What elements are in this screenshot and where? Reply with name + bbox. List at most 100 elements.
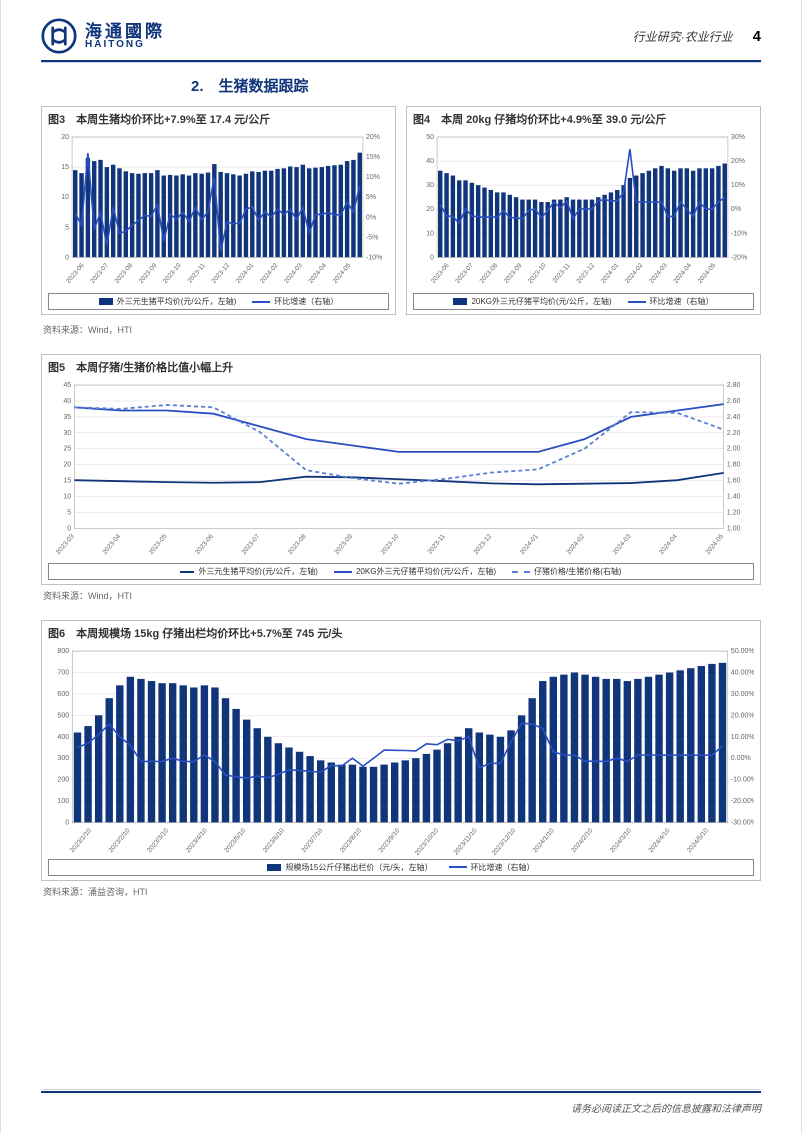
svg-text:20: 20: [63, 462, 71, 469]
brand-name-en: HAITONG: [85, 40, 165, 50]
svg-text:2023-12: 2023-12: [472, 533, 493, 556]
fig6-legend-bar: 规模场15公斤仔猪出栏价（元/头，左轴）: [267, 862, 432, 873]
figure-4: 图4 本周 20kg 仔猪均价环比+4.9%至 39.0 元/公斤 010203…: [406, 106, 761, 315]
svg-text:2.40: 2.40: [727, 414, 741, 421]
svg-text:2023-04: 2023-04: [101, 533, 122, 556]
fig6-chart: 0100200300400500600700800-30.00%-20.00%-…: [48, 645, 754, 857]
svg-text:2023-08: 2023-08: [287, 533, 308, 556]
svg-text:2024-05: 2024-05: [704, 533, 725, 556]
svg-text:10: 10: [63, 494, 71, 501]
svg-text:2024-02: 2024-02: [624, 262, 645, 285]
svg-text:300: 300: [57, 755, 69, 762]
fig3-legend: 外三元生猪平均价(元/公斤，左轴) 环比增速（右轴）: [48, 293, 389, 310]
section-title: 2. 生猪数据跟踪: [191, 75, 761, 96]
svg-text:2024-01: 2024-01: [600, 262, 621, 285]
svg-text:0: 0: [67, 526, 71, 533]
svg-text:0.00%: 0.00%: [731, 755, 752, 762]
svg-text:0%: 0%: [731, 206, 741, 213]
brand-logo: 海通國際 HAITONG: [41, 18, 165, 54]
svg-text:600: 600: [57, 691, 69, 698]
svg-text:2023-07: 2023-07: [89, 262, 110, 285]
svg-text:2.60: 2.60: [727, 398, 741, 405]
fig4-legend-bar: 20KG外三元仔猪平均价(元/公斤，左轴): [453, 296, 611, 307]
svg-text:2023/11/10: 2023/11/10: [453, 827, 479, 857]
svg-text:2023/6/10: 2023/6/10: [262, 827, 286, 854]
svg-text:50: 50: [426, 134, 434, 141]
svg-text:-30.00%: -30.00%: [731, 820, 754, 827]
fig5-legend: 外三元生猪平均价(元/公斤，左轴) 20KG外三元仔猪平均价(元/公斤，左轴) …: [48, 563, 754, 580]
fig6-source: 资料来源：涌益咨询，HTI: [43, 885, 761, 898]
svg-text:2023/12/10: 2023/12/10: [491, 827, 518, 857]
svg-text:5: 5: [67, 510, 71, 517]
figure-6: 图6 本周规模场 15kg 仔猪出栏均价环比+5.7%至 745 元/头 0 10…: [41, 620, 761, 881]
svg-text:0%: 0%: [366, 214, 376, 221]
svg-text:5%: 5%: [366, 194, 376, 201]
top-chart-row: 图3 本周生猪均价环比+7.9%至 17.4 元/公斤 05101520-10%…: [41, 106, 761, 319]
fig4-legend-line: 环比增速（右轴）: [628, 296, 714, 307]
svg-text:2023-08: 2023-08: [113, 262, 134, 285]
svg-text:40: 40: [63, 398, 71, 405]
svg-text:2023-10: 2023-10: [162, 262, 183, 285]
footer-rule: [41, 1089, 761, 1093]
svg-text:400: 400: [57, 734, 69, 741]
svg-text:2024/5/10: 2024/5/10: [686, 827, 710, 854]
svg-text:2023-09: 2023-09: [333, 533, 354, 556]
fig3-4-source: 资料来源：Wind，HTI: [43, 323, 761, 336]
svg-text:-10%: -10%: [731, 230, 747, 237]
fig5-legend-s3: 仔猪价格/生猪价格(右轴): [512, 566, 622, 577]
svg-text:40: 40: [426, 158, 434, 165]
svg-text:2.20: 2.20: [727, 430, 741, 437]
svg-text:2023-06: 2023-06: [430, 262, 451, 285]
svg-text:2023-05: 2023-05: [148, 533, 169, 556]
fig5-legend-s1: 外三元生猪平均价(元/公斤，左轴): [180, 566, 318, 577]
svg-text:2023/2/10: 2023/2/10: [107, 827, 131, 854]
svg-text:2024-01: 2024-01: [519, 533, 540, 556]
svg-text:45: 45: [63, 383, 71, 390]
svg-text:2024-05: 2024-05: [332, 262, 353, 285]
svg-text:100: 100: [57, 798, 69, 805]
brand-name-cn: 海通國際: [85, 23, 165, 40]
svg-text:2.80: 2.80: [727, 383, 741, 390]
fig3-legend-line: 环比增速（右轴）: [252, 296, 338, 307]
svg-text:10%: 10%: [366, 174, 380, 181]
svg-text:2023-11: 2023-11: [552, 262, 573, 285]
svg-text:2023/9/10: 2023/9/10: [377, 827, 401, 854]
fig4-chart: 01020304050-20%-10%0%10%20%30%2023-06202…: [413, 131, 754, 291]
svg-text:20.00%: 20.00%: [731, 712, 754, 719]
svg-text:0: 0: [65, 820, 69, 827]
svg-text:-10.00%: -10.00%: [731, 777, 754, 784]
svg-text:2024-05: 2024-05: [697, 262, 718, 285]
svg-text:2023/7/10: 2023/7/10: [300, 827, 324, 854]
svg-text:30: 30: [426, 182, 434, 189]
svg-text:2023/10/10: 2023/10/10: [414, 827, 441, 857]
svg-text:2024/4/10: 2024/4/10: [647, 827, 671, 854]
svg-text:2023-09: 2023-09: [503, 262, 524, 285]
fig5-legend-s2: 20KG外三元仔猪平均价(元/公斤，左轴): [334, 566, 496, 577]
svg-text:2024-03: 2024-03: [612, 533, 633, 556]
svg-text:2024-04: 2024-04: [658, 533, 679, 556]
svg-text:1.60: 1.60: [727, 478, 741, 485]
svg-text:1.80: 1.80: [727, 462, 741, 469]
svg-text:-10%: -10%: [366, 254, 382, 261]
svg-text:2024/3/10: 2024/3/10: [609, 827, 633, 854]
fig6-title: 图6 本周规模场 15kg 仔猪出栏均价环比+5.7%至 745 元/头: [48, 625, 754, 641]
svg-text:-20%: -20%: [731, 254, 747, 261]
footer-disclaimer: 请务必阅读正文之后的信息披露和法律声明: [571, 1100, 761, 1115]
svg-text:5: 5: [65, 224, 69, 231]
svg-text:2024/2/10: 2024/2/10: [570, 827, 594, 854]
fig3-title: 图3 本周生猪均价环比+7.9%至 17.4 元/公斤: [48, 111, 389, 127]
svg-text:2.00: 2.00: [727, 446, 741, 453]
figure-3: 图3 本周生猪均价环比+7.9%至 17.4 元/公斤 05101520-10%…: [41, 106, 396, 315]
svg-text:1.00: 1.00: [727, 526, 741, 533]
page-number: 4: [753, 28, 761, 45]
svg-text:2023-07: 2023-07: [454, 262, 475, 285]
svg-text:2023-07: 2023-07: [241, 533, 262, 556]
svg-text:2024/1/10: 2024/1/10: [532, 827, 556, 854]
svg-text:-5%: -5%: [366, 234, 378, 241]
svg-text:2023-09: 2023-09: [138, 262, 159, 285]
svg-text:10.00%: 10.00%: [731, 734, 754, 741]
svg-text:10%: 10%: [731, 182, 745, 189]
svg-text:2023-10: 2023-10: [527, 262, 548, 285]
fig3-chart: 05101520-10%-5%0%5%10%15%20%2023-062023-…: [48, 131, 389, 291]
svg-text:1.20: 1.20: [727, 510, 741, 517]
